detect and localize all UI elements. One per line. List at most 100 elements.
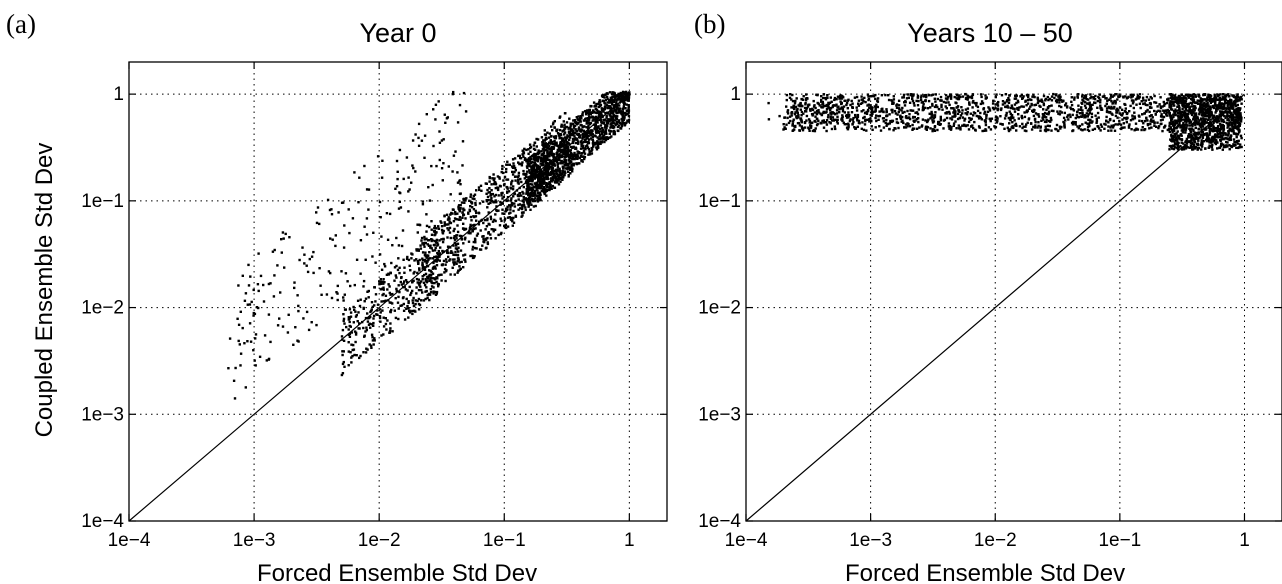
scatter-point [1073, 98, 1076, 101]
scatter-point [503, 217, 507, 220]
scatter-point [1059, 98, 1063, 102]
scatter-point [991, 102, 995, 105]
scatter-point [1060, 111, 1063, 114]
scatter-point [437, 249, 440, 253]
scatter-point [621, 108, 624, 111]
scatter-point [512, 162, 515, 165]
scatter-point [1011, 125, 1014, 128]
scatter-point [379, 311, 382, 314]
scatter-point [951, 115, 954, 118]
scatter-point [457, 258, 460, 261]
scatter-point [964, 124, 968, 128]
scatter-point [426, 294, 429, 297]
scatter-point [318, 222, 321, 226]
scatter-point [475, 219, 478, 222]
scatter-point [596, 142, 599, 145]
scatter-point [594, 131, 598, 134]
scatter-point [589, 121, 593, 125]
scatter-point [977, 117, 981, 120]
scatter-point [870, 114, 873, 117]
x-tick-label: 1e−2 [358, 530, 401, 551]
scatter-point [498, 224, 502, 227]
scatter-point [841, 119, 844, 123]
scatter-point [303, 253, 306, 256]
scatter-point [602, 118, 606, 122]
scatter-point [840, 102, 843, 105]
scatter-point [931, 104, 934, 107]
scatter-point [1198, 110, 1201, 114]
scatter-point [1230, 99, 1233, 102]
scatter-point [393, 309, 396, 312]
scatter-point [489, 193, 493, 196]
scatter-point [609, 119, 612, 122]
scatter-point [357, 311, 360, 314]
scatter-point [367, 323, 371, 326]
scatter-point [537, 153, 540, 156]
scatter-point [365, 233, 369, 236]
scatter-point [932, 120, 936, 123]
scatter-point [279, 291, 282, 294]
scatter-point [620, 99, 623, 102]
scatter-point [1174, 137, 1177, 140]
scatter-point [1109, 95, 1113, 98]
scatter-point [1095, 121, 1098, 124]
scatter-point [903, 110, 906, 114]
scatter-point [1201, 106, 1204, 110]
scatter-point [550, 149, 553, 152]
scatter-point [1105, 110, 1109, 114]
scatter-point [533, 194, 536, 197]
scatter-point [418, 267, 421, 270]
scatter-point [449, 193, 452, 196]
scatter-point [1198, 113, 1201, 116]
scatter-point [408, 309, 411, 312]
scatter-point [273, 248, 276, 252]
scatter-point [370, 333, 374, 336]
scatter-point [559, 145, 562, 148]
scatter-point [432, 286, 435, 289]
scatter-point [458, 261, 461, 264]
scatter-point [267, 282, 271, 286]
scatter-point [1005, 105, 1009, 109]
scatter-point [885, 114, 888, 118]
scatter-point [546, 131, 549, 134]
scatter-point [853, 96, 857, 99]
scatter-point [456, 121, 460, 124]
scatter-point [413, 259, 416, 262]
scatter-point [343, 365, 346, 368]
scatter-point [437, 100, 440, 103]
scatter-point [610, 102, 614, 105]
scatter-point [1103, 122, 1106, 126]
scatter-point [506, 160, 509, 163]
scatter-point [823, 105, 826, 108]
scatter-point [1170, 119, 1173, 122]
scatter-point [551, 145, 554, 149]
scatter-point [911, 123, 914, 127]
scatter-point [836, 115, 839, 118]
x-tick-label: 1 [624, 530, 635, 551]
scatter-point [1229, 105, 1233, 108]
scatter-point [579, 129, 582, 133]
scatter-point [915, 111, 919, 114]
scatter-point [345, 325, 348, 329]
scatter-point [1218, 120, 1221, 123]
scatter-point [1085, 98, 1088, 101]
scatter-point [897, 110, 900, 114]
scatter-point [972, 111, 976, 114]
scatter-point [1103, 127, 1106, 130]
scatter-point [1070, 100, 1073, 103]
scatter-point [571, 155, 575, 159]
scatter-point [429, 276, 433, 279]
scatter-point [532, 173, 535, 177]
scatter-point [432, 108, 435, 111]
scatter-point [565, 145, 568, 148]
scatter-point [819, 112, 822, 115]
scatter-point [535, 137, 538, 141]
scatter-point [391, 292, 394, 296]
scatter-point [841, 107, 845, 111]
scatter-point [400, 244, 404, 248]
scatter-point [435, 164, 438, 168]
scatter-point [570, 155, 573, 158]
scatter-point [1000, 94, 1004, 97]
scatter-point [537, 156, 540, 159]
scatter-point [529, 208, 532, 211]
